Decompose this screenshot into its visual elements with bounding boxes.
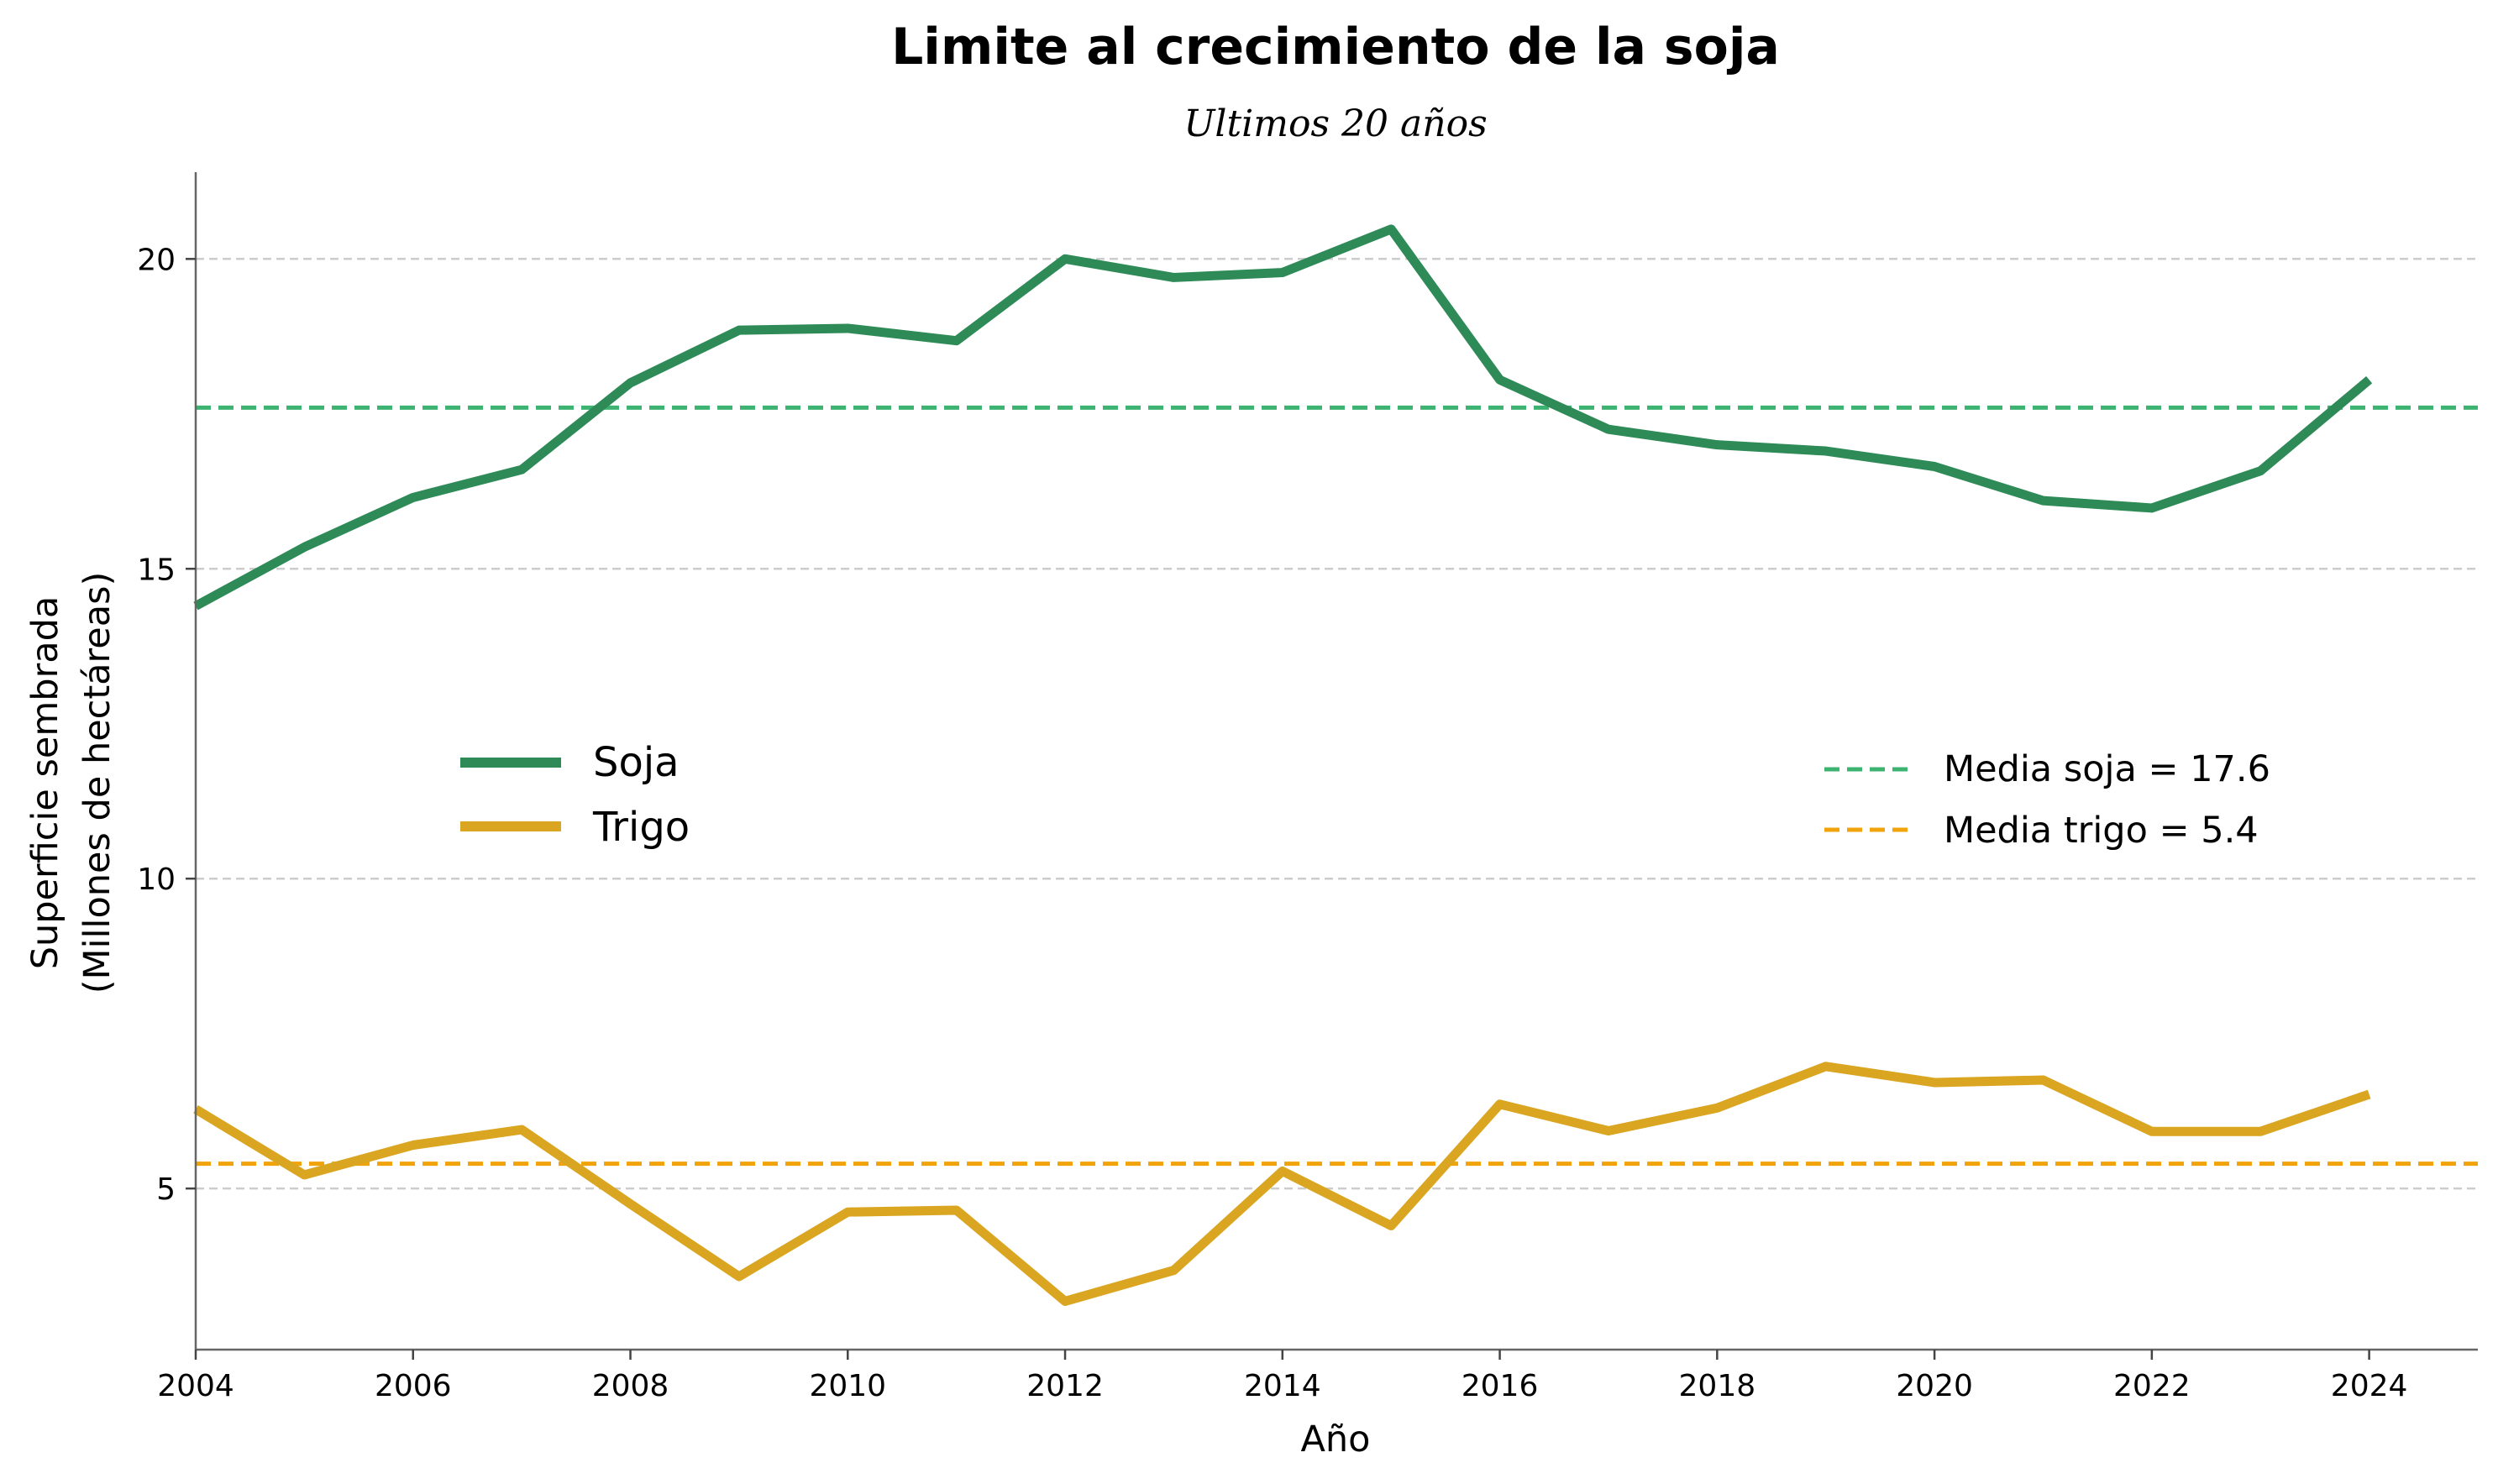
y-tick-label-5: 5 <box>156 1172 176 1207</box>
x-tick-label-2010: 2010 <box>809 1369 886 1403</box>
reference-lines <box>196 405 2478 1167</box>
x-tick-label-2016: 2016 <box>1462 1369 1539 1403</box>
x-tick-label-2004: 2004 <box>157 1369 234 1403</box>
x-axis-label: Año <box>1301 1418 1371 1460</box>
chart-title: Limite al crecimiento de la soja <box>891 18 1780 76</box>
y-axis-label-line1: Superficie sembrada <box>24 596 66 970</box>
grid-lines <box>196 258 2478 1190</box>
chart-subtitle: Ultimos 20 años <box>1183 102 1487 145</box>
y-tick-label-20: 20 <box>137 243 176 277</box>
legend-label-soja: Soja <box>593 739 680 786</box>
y-tick-label-10: 10 <box>137 863 176 897</box>
legend-means: Media soja = 17.6 Media trigo = 5.4 <box>1824 748 2270 852</box>
x-tick-label-2012: 2012 <box>1026 1369 1104 1403</box>
y-axis-label-line2: (Millones de hectáreas) <box>76 572 118 994</box>
x-tick-label-2024: 2024 <box>2331 1369 2408 1403</box>
x-tick-label-2020: 2020 <box>1896 1369 1973 1403</box>
legend-label-media-soja: Media soja = 17.6 <box>1944 748 2270 790</box>
y-axis-ticks: 5 10 15 20 <box>137 243 196 1207</box>
series-line-soja <box>193 224 2373 611</box>
x-tick-label-2014: 2014 <box>1244 1369 1321 1403</box>
x-tick-label-2022: 2022 <box>2113 1369 2191 1403</box>
series-lines <box>193 224 2373 1306</box>
x-axis-ticks: 2004 2006 2008 2010 2012 2014 2016 2018 2020 2022… <box>157 1350 2407 1403</box>
x-tick-label-2008: 2008 <box>592 1369 669 1403</box>
legend-series: Soja Trigo <box>460 739 690 851</box>
x-tick-label-2006: 2006 <box>375 1369 452 1403</box>
x-tick-label-2018: 2018 <box>1679 1369 1756 1403</box>
legend-label-trigo: Trigo <box>592 804 690 851</box>
y-axis-label: Superficie sembrada (Millones de hectáre… <box>24 572 118 994</box>
series-line-trigo <box>193 1062 2371 1306</box>
legend-label-media-trigo: Media trigo = 5.4 <box>1944 810 2259 852</box>
y-tick-label-15: 15 <box>137 553 176 587</box>
